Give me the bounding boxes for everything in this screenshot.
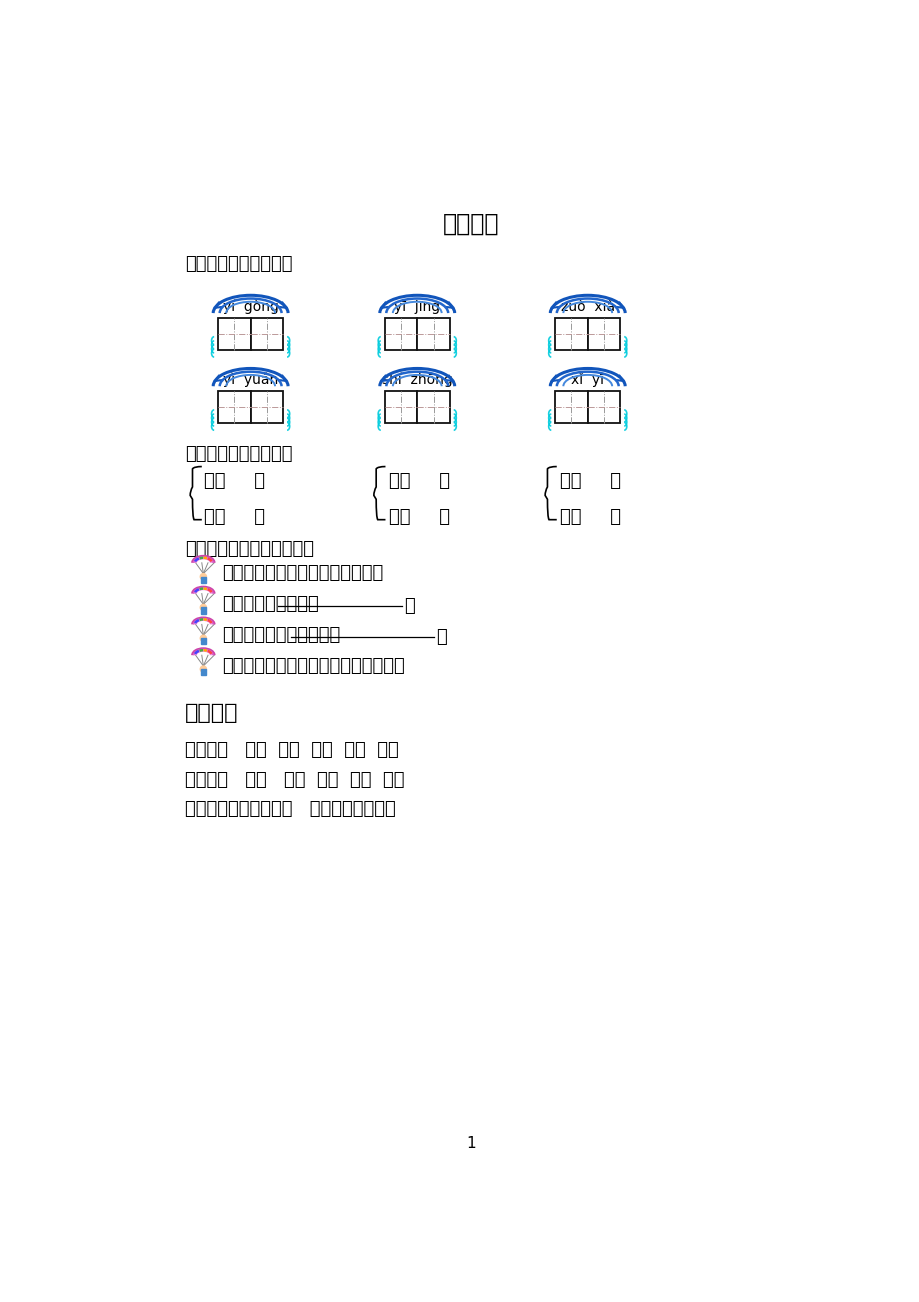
Text: 参考答案: 参考答案	[185, 703, 238, 723]
Bar	[250, 318, 283, 350]
Bar	[587, 318, 619, 350]
Text: 。: 。	[436, 629, 447, 646]
Text: 。: 。	[404, 598, 414, 616]
Text: 一、我的书写最漂亮。: 一、我的书写最漂亮。	[185, 255, 292, 273]
Bar	[218, 318, 250, 350]
Text: 己（     ）: 己（ ）	[204, 508, 265, 526]
Bar	[201, 669, 206, 676]
Text: 第一课时: 第一课时	[443, 212, 499, 236]
Text: 一、一共   已经  坐下  一元  时钟  洗衣: 一、一共 已经 坐下 一元 时钟 洗衣	[185, 741, 398, 759]
Text: shí  zhōng: shí zhōng	[381, 372, 452, 387]
Circle shape	[200, 604, 206, 611]
Text: 座（     ）: 座（ ）	[560, 508, 620, 526]
Text: zuò  xià: zuò xià	[560, 299, 614, 314]
Text: 要是能赶上绿灯，就: 要是能赶上绿灯，就	[221, 595, 318, 613]
Bar	[554, 391, 587, 423]
Bar	[587, 391, 619, 423]
Text: 要是能及时通过路口，就: 要是能及时通过路口，就	[221, 626, 340, 644]
Text: 要是早一分钟，就能赶上绿灯了。: 要是早一分钟，就能赶上绿灯了。	[221, 564, 383, 582]
Text: 要是能赶上公共汽车，就不会迟到了。: 要是能赶上公共汽车，就不会迟到了。	[221, 656, 404, 674]
Bar	[417, 391, 449, 423]
Text: 无（     ）: 无（ ）	[388, 508, 449, 526]
Bar	[417, 318, 449, 350]
Bar	[201, 638, 206, 644]
Text: 三、能及时通过路口了   能赶上公共汽车了: 三、能及时通过路口了 能赶上公共汽车了	[185, 799, 395, 818]
Circle shape	[200, 635, 206, 642]
Text: xǐ  yī: xǐ yī	[571, 372, 604, 387]
Text: 坐（     ）: 坐（ ）	[560, 471, 620, 490]
Circle shape	[200, 667, 206, 672]
Text: 元（     ）: 元（ ）	[388, 471, 449, 490]
Text: yì  yuán: yì yuán	[222, 372, 278, 387]
Text: 1: 1	[466, 1135, 476, 1151]
Circle shape	[200, 574, 206, 579]
Text: 已（     ）: 已（ ）	[204, 471, 265, 490]
Bar	[218, 391, 250, 423]
Text: 二、已经   自己   一元  无法  坐下  座位: 二、已经 自己 一元 无法 坐下 座位	[185, 771, 403, 789]
Bar	[201, 577, 206, 583]
Text: yí  gòng: yí gòng	[222, 299, 278, 314]
Text: 三、根据课文内容说一说。: 三、根据课文内容说一说。	[185, 540, 313, 557]
Text: 二、比一比，再组词。: 二、比一比，再组词。	[185, 445, 292, 464]
Bar	[384, 391, 417, 423]
Text: yī  jīng: yī jīng	[393, 299, 440, 314]
Bar	[201, 608, 206, 613]
Bar	[250, 391, 283, 423]
Bar	[554, 318, 587, 350]
Bar	[384, 318, 417, 350]
